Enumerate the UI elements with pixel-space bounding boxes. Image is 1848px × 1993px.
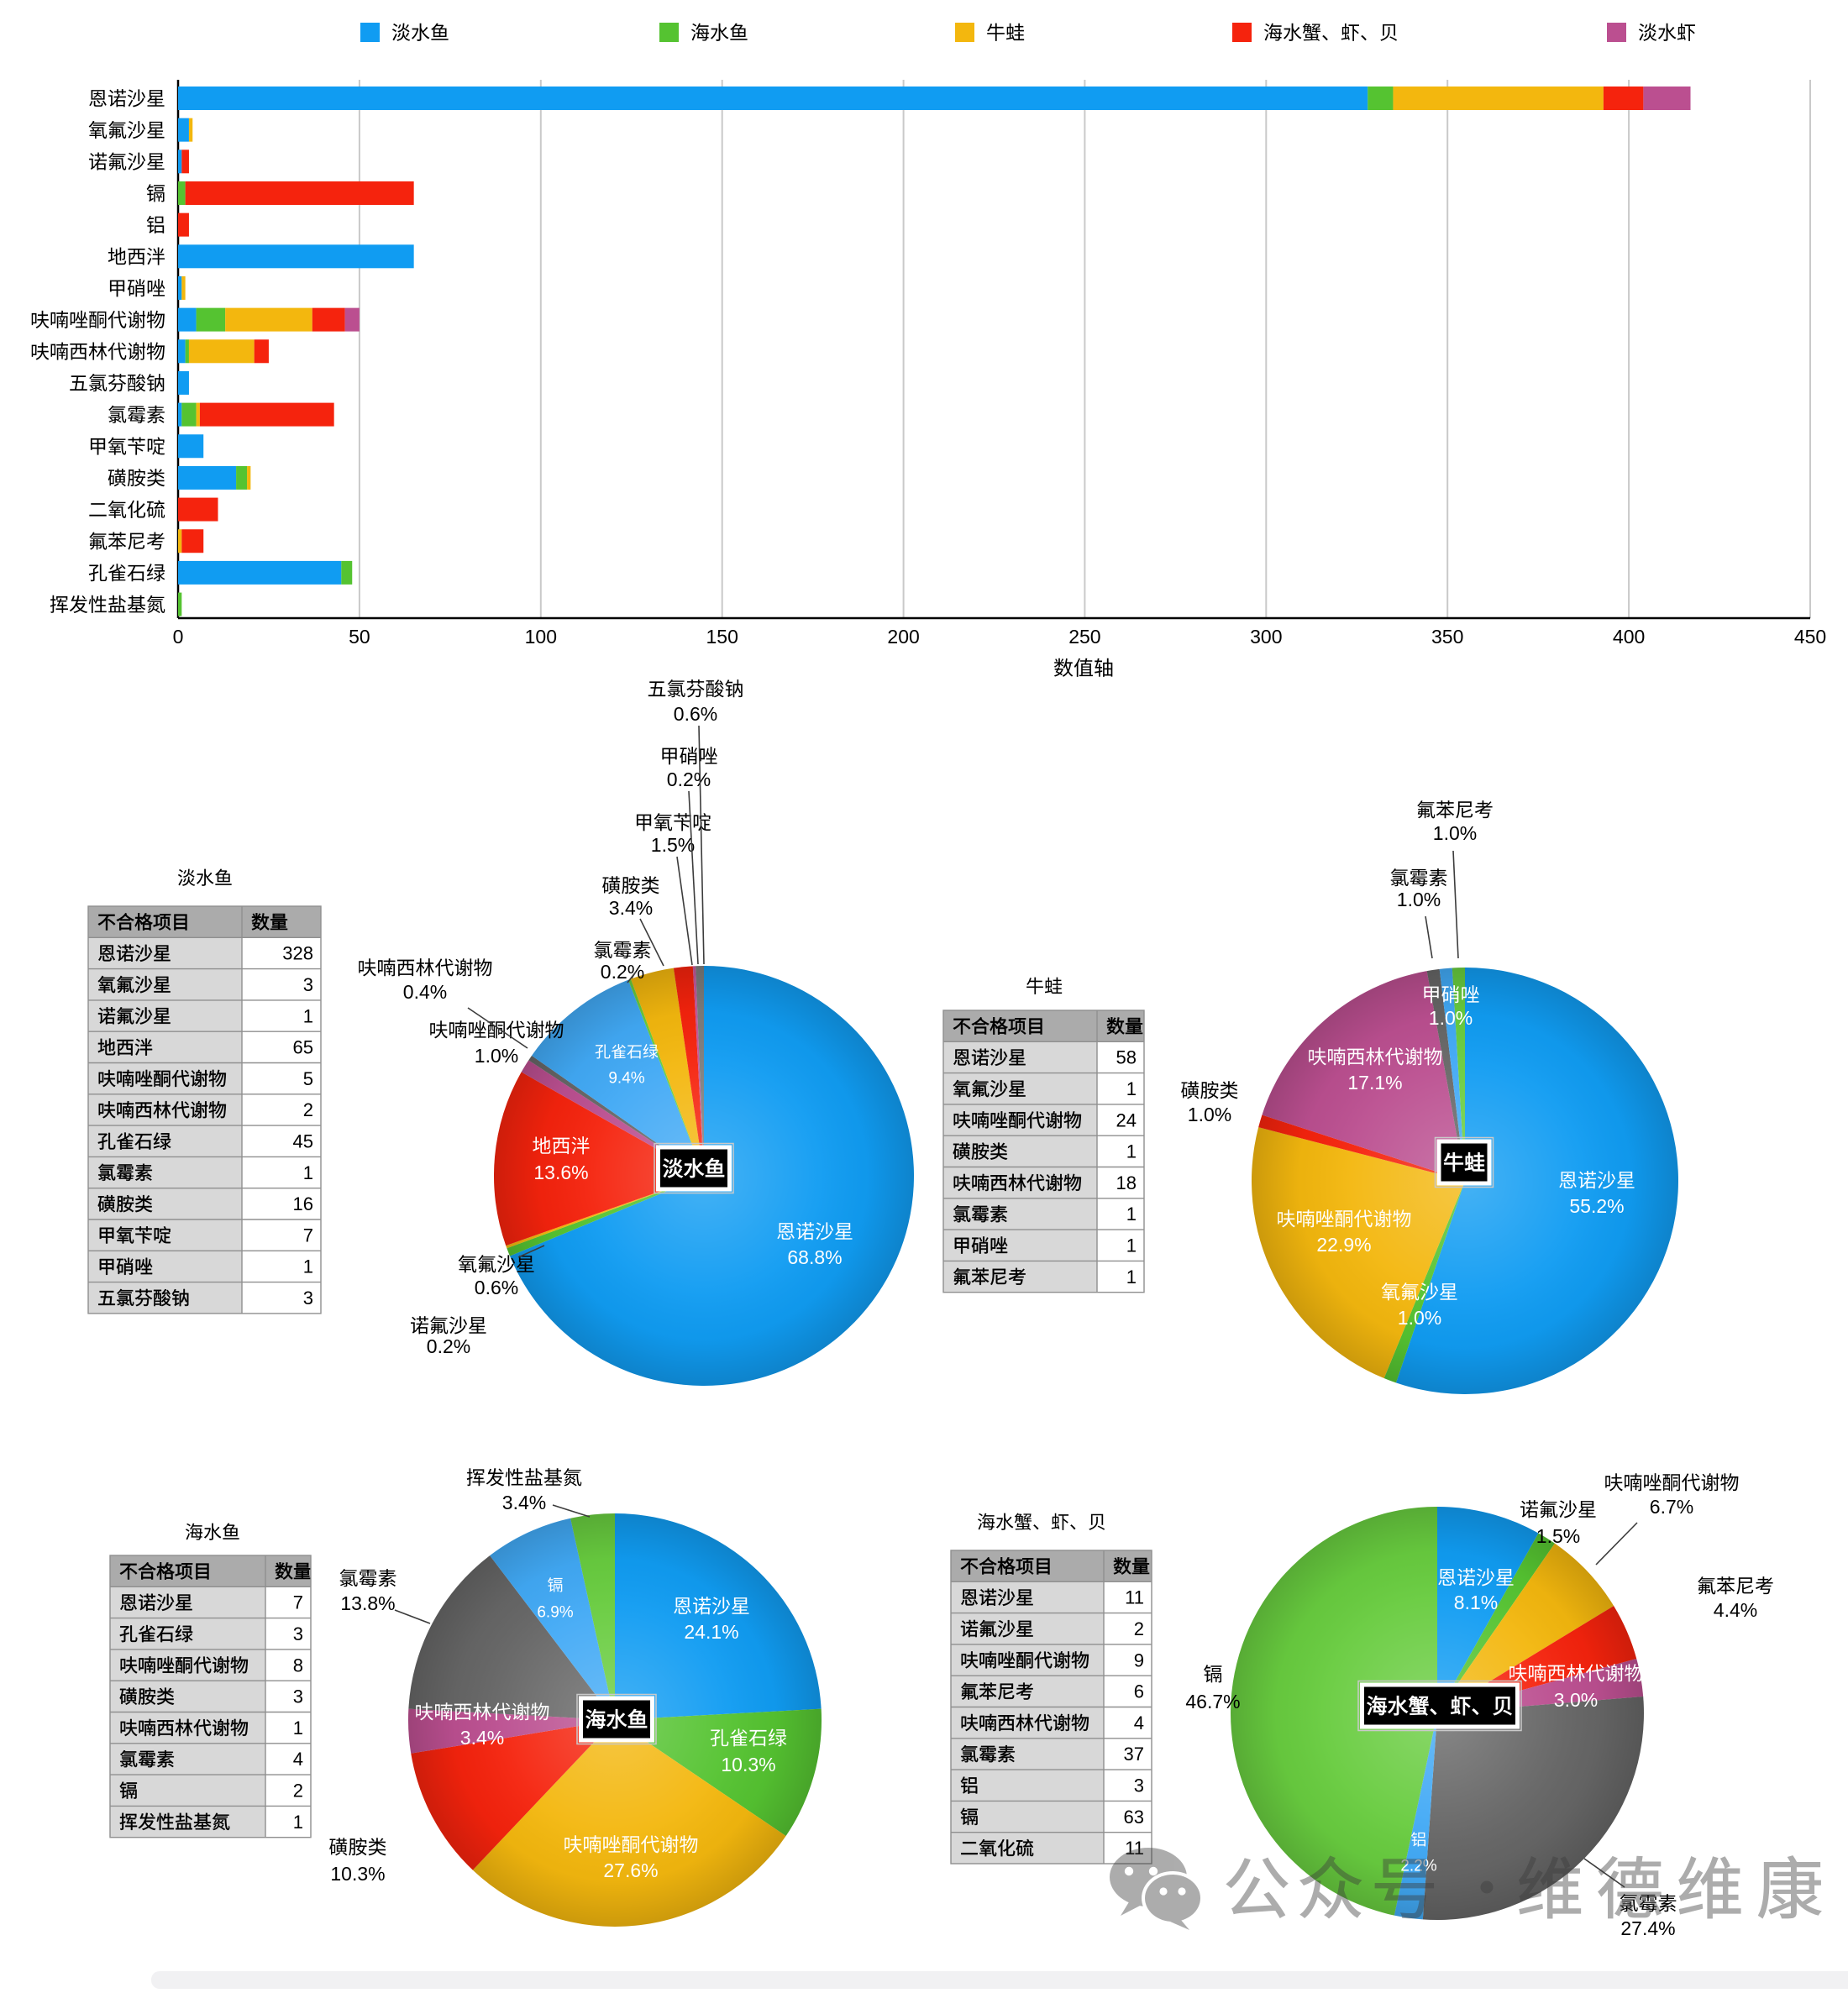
svg-text:1: 1 <box>303 1005 313 1026</box>
svg-text:0.6%: 0.6% <box>475 1277 518 1298</box>
svg-text:1: 1 <box>1126 1141 1137 1162</box>
svg-text:7: 7 <box>293 1592 303 1613</box>
svg-text:1: 1 <box>293 1812 303 1833</box>
svg-text:300: 300 <box>1250 626 1282 648</box>
svg-text:328: 328 <box>282 943 313 964</box>
svg-text:16: 16 <box>293 1193 313 1214</box>
svg-text:0.4%: 0.4% <box>403 981 447 1003</box>
svg-text:11: 11 <box>1125 1838 1144 1859</box>
svg-text:6.9%: 6.9% <box>537 1604 573 1622</box>
svg-text:24: 24 <box>1116 1109 1137 1130</box>
svg-text:1: 1 <box>293 1718 303 1739</box>
svg-text:45: 45 <box>293 1131 313 1152</box>
svg-text:10.3%: 10.3% <box>330 1863 385 1885</box>
svg-text:18: 18 <box>1116 1172 1137 1193</box>
svg-text:13.6%: 13.6% <box>533 1162 588 1183</box>
svg-text:10.3%: 10.3% <box>721 1754 775 1775</box>
svg-text:1.0%: 1.0% <box>475 1045 518 1067</box>
svg-text:4: 4 <box>1134 1712 1144 1733</box>
svg-text:4.4%: 4.4% <box>1714 1599 1757 1621</box>
svg-text:350: 350 <box>1431 626 1463 648</box>
svg-text:22.9%: 22.9% <box>1316 1234 1371 1256</box>
svg-text:1: 1 <box>1126 1267 1137 1288</box>
svg-text:9.4%: 9.4% <box>608 1070 644 1088</box>
svg-text:8: 8 <box>293 1655 303 1676</box>
svg-text:1: 1 <box>303 1162 313 1183</box>
svg-text:50: 50 <box>349 626 370 648</box>
svg-text:3: 3 <box>1134 1775 1144 1796</box>
svg-text:8.1%: 8.1% <box>1454 1592 1498 1613</box>
svg-text:27.6%: 27.6% <box>603 1859 658 1881</box>
svg-text:4: 4 <box>293 1749 303 1770</box>
svg-text:1: 1 <box>1126 1078 1137 1099</box>
svg-text:1: 1 <box>1126 1235 1137 1256</box>
svg-text:3.0%: 3.0% <box>1554 1689 1598 1711</box>
svg-text:1: 1 <box>303 1256 313 1277</box>
svg-text:200: 200 <box>887 626 919 648</box>
svg-text:63: 63 <box>1124 1807 1144 1828</box>
svg-text:27.4%: 27.4% <box>1620 1917 1675 1939</box>
svg-text:3: 3 <box>303 974 313 995</box>
svg-text:0.2%: 0.2% <box>667 768 711 790</box>
svg-text:1.0%: 1.0% <box>1429 1007 1473 1029</box>
svg-text:65: 65 <box>293 1037 313 1058</box>
svg-text:450: 450 <box>1794 626 1826 648</box>
svg-text:0: 0 <box>173 626 184 648</box>
svg-text:1.0%: 1.0% <box>1397 889 1441 910</box>
svg-text:37: 37 <box>1124 1744 1144 1765</box>
svg-text:58: 58 <box>1116 1047 1137 1068</box>
svg-text:6: 6 <box>1134 1681 1144 1702</box>
svg-text:55.2%: 55.2% <box>1569 1195 1624 1217</box>
svg-text:1.0%: 1.0% <box>1433 822 1477 844</box>
svg-text:100: 100 <box>525 626 557 648</box>
svg-text:1.0%: 1.0% <box>1398 1307 1441 1329</box>
svg-text:68.8%: 68.8% <box>787 1246 842 1268</box>
svg-text:1: 1 <box>1126 1204 1137 1225</box>
svg-text:3.4%: 3.4% <box>460 1727 504 1749</box>
svg-text:3: 3 <box>303 1288 313 1309</box>
svg-text:5: 5 <box>303 1068 313 1089</box>
svg-text:400: 400 <box>1613 626 1645 648</box>
svg-text:0.2%: 0.2% <box>601 961 644 983</box>
svg-text:13.8%: 13.8% <box>340 1592 395 1614</box>
svg-text:3.4%: 3.4% <box>502 1492 546 1513</box>
svg-text:1.0%: 1.0% <box>1188 1104 1231 1125</box>
svg-text:17.1%: 17.1% <box>1347 1072 1402 1094</box>
svg-text:2: 2 <box>1134 1618 1144 1639</box>
svg-text:3: 3 <box>293 1623 303 1644</box>
svg-text:9: 9 <box>1134 1649 1144 1670</box>
svg-text:1.5%: 1.5% <box>1536 1525 1580 1547</box>
svg-text:2: 2 <box>293 1781 303 1802</box>
svg-text:150: 150 <box>706 626 738 648</box>
svg-text:24.1%: 24.1% <box>684 1621 738 1643</box>
svg-text:2: 2 <box>303 1099 313 1120</box>
svg-text:1.5%: 1.5% <box>651 834 695 856</box>
svg-text:6.7%: 6.7% <box>1650 1496 1693 1518</box>
svg-text:3.4%: 3.4% <box>609 897 653 919</box>
svg-text:46.7%: 46.7% <box>1185 1691 1240 1712</box>
svg-text:3: 3 <box>293 1686 303 1707</box>
svg-text:0.2%: 0.2% <box>427 1335 470 1357</box>
svg-text:11: 11 <box>1125 1587 1144 1608</box>
svg-text:0.6%: 0.6% <box>674 703 717 725</box>
svg-text:7: 7 <box>303 1225 313 1246</box>
svg-text:250: 250 <box>1068 626 1100 648</box>
